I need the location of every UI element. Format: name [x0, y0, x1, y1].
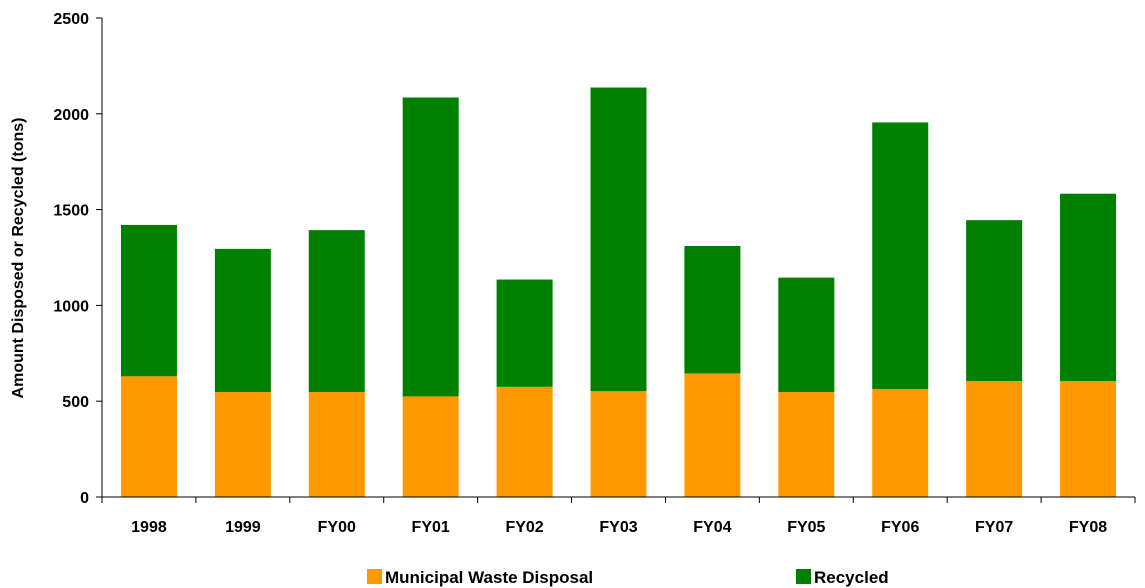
legend: Municipal Waste Disposal Recycled [367, 568, 889, 587]
bar-recycled-1999 [214, 248, 271, 393]
x-tick-label: FY03 [599, 519, 637, 536]
bar-recycled-fy03 [590, 87, 647, 392]
x-tick-label: FY06 [881, 519, 919, 536]
bar-recycled-fy08 [1060, 193, 1117, 382]
x-tick-label: FY01 [412, 519, 450, 536]
x-tick-labels: 1998 1999 FY00 FY01 FY02 FY03 FY04 FY05 FY06 FY07… [131, 519, 1107, 536]
axes-layer [96, 17, 1136, 503]
y-tick-label: 1000 [53, 298, 89, 315]
bar-municipal-waste-disposal-fy05 [778, 392, 835, 497]
x-tick-label: FY07 [975, 519, 1013, 536]
bar-recycled-fy02 [496, 279, 553, 387]
bar-municipal-waste-disposal-1999 [214, 392, 271, 497]
y-tick-label: 2500 [53, 11, 89, 28]
bar-recycled-fy04 [684, 246, 741, 374]
bars-layer [120, 87, 1117, 497]
bar-municipal-waste-disposal-fy06 [872, 389, 929, 497]
x-tick-label: FY05 [787, 519, 825, 536]
bar-recycled-fy00 [308, 230, 365, 392]
y-axis-title: Amount Disposed or Recycled (tons) [10, 118, 27, 399]
y-tick-label: 2000 [53, 107, 89, 124]
bar-recycled-fy07 [966, 220, 1023, 382]
bar-municipal-waste-disposal-fy03 [590, 391, 647, 497]
x-tick-label: FY04 [693, 519, 731, 536]
x-tick-label: 1999 [225, 519, 261, 536]
bar-municipal-waste-disposal-fy07 [966, 381, 1023, 497]
x-tick-label: FY08 [1069, 519, 1107, 536]
y-tick-label: 0 [80, 490, 89, 507]
x-tick-label: FY00 [318, 519, 356, 536]
y-tick-label: 500 [62, 394, 89, 411]
y-tick-labels: 0 500 1000 1500 2000 2500 [53, 11, 89, 507]
bar-recycled-fy01 [402, 97, 459, 397]
bar-municipal-waste-disposal-fy08 [1060, 381, 1117, 497]
legend-label-municipal-waste-disposal: Municipal Waste Disposal [385, 568, 593, 587]
bar-municipal-waste-disposal-fy04 [684, 373, 741, 497]
bar-recycled-fy05 [778, 277, 835, 393]
bar-municipal-waste-disposal-fy00 [308, 392, 365, 497]
y-tick-label: 1500 [53, 203, 89, 220]
x-tick-label: FY02 [505, 519, 543, 536]
legend-swatch-municipal-waste-disposal [367, 569, 382, 584]
x-tick-label: 1998 [131, 519, 167, 536]
bar-municipal-waste-disposal-fy02 [496, 386, 553, 497]
bar-municipal-waste-disposal-fy01 [402, 396, 459, 497]
legend-swatch-recycled [796, 569, 811, 584]
legend-label-recycled: Recycled [814, 568, 889, 587]
bar-recycled-fy06 [872, 122, 929, 390]
bar-municipal-waste-disposal-1998 [120, 376, 177, 497]
bar-recycled-1998 [120, 224, 177, 377]
